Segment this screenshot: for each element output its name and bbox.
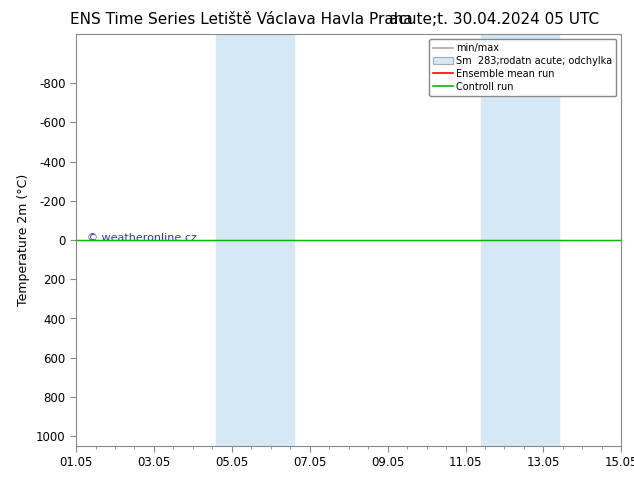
Bar <box>481 34 559 446</box>
Y-axis label: Temperature 2m (°C): Temperature 2m (°C) <box>18 174 30 306</box>
Text: ENS Time Series Letiště Václava Havla Praha: ENS Time Series Letiště Václava Havla Pr… <box>70 12 412 27</box>
Text: © weatheronline.cz: © weatheronline.cz <box>87 233 197 243</box>
Legend: min/max, Sm  283;rodatn acute; odchylka, Ensemble mean run, Controll run: min/max, Sm 283;rodatn acute; odchylka, … <box>429 39 616 96</box>
Text: acute;t. 30.04.2024 05 UTC: acute;t. 30.04.2024 05 UTC <box>389 12 600 27</box>
Bar <box>216 34 294 446</box>
